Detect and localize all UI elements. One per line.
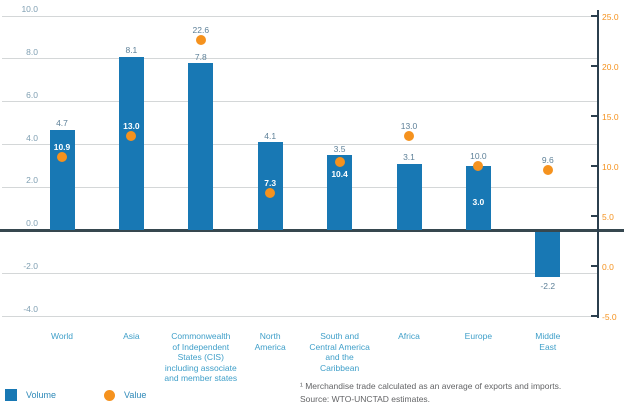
value-label-cis: 22.6 <box>192 24 210 35</box>
value-label-asia: 13.0 <box>123 120 140 131</box>
legend-value-label: Value <box>124 390 147 400</box>
right-axis-tick-25.0: 25.0 <box>602 11 619 22</box>
value-label-africa: 13.0 <box>400 120 418 131</box>
category-label-south-central-america-caribbean: South and Central America and the Caribb… <box>309 331 370 373</box>
category-label-europe: Europe <box>464 331 493 341</box>
value-label-south-central-america-caribbean: 10.4 <box>331 168 348 179</box>
category-label-africa: Africa <box>398 331 420 341</box>
category-label-cis: Commonwealth of Independent States (CIS)… <box>164 331 238 383</box>
footnote-line-2: Source: WTO-UNCTAD estimates. <box>300 393 431 404</box>
volume-swatch-icon <box>5 389 17 401</box>
right-axis-tick-0.0: 0.0 <box>602 261 614 272</box>
bar-world <box>49 129 75 231</box>
value-dot-north-america <box>265 188 276 198</box>
gridline-2.0 <box>2 186 597 188</box>
value-label-middle-east: 9.6 <box>541 154 554 165</box>
right-axis-tickmark-15.0 <box>591 115 597 117</box>
right-axis-tickmark-0.0 <box>591 265 597 267</box>
volume-label-south-central-america-caribbean: 3.5 <box>333 143 346 154</box>
value-dot-middle-east <box>542 165 553 175</box>
footnote-line-1: ¹ Merchandise trade calculated as an ave… <box>300 381 562 391</box>
footnote: ¹ Merchandise trade calculated as an ave… <box>300 380 620 405</box>
value-label-north-america: 7.3 <box>264 177 277 188</box>
volume-label-middle-east: -2.2 <box>540 281 556 292</box>
right-axis-tick-10.0: 10.0 <box>602 161 619 172</box>
right-axis-tickmark-10.0 <box>591 165 597 167</box>
value-dot-world <box>57 152 67 162</box>
left-axis-tick-4.0: 4.0 <box>26 132 38 143</box>
bar-north-america <box>257 142 283 231</box>
volume-label-africa: 3.1 <box>403 152 415 163</box>
gridline-8.0 <box>2 58 597 60</box>
volume-label-europe: 3.0 <box>472 197 485 207</box>
gridline-4.0 <box>2 144 597 146</box>
right-axis-tick-5.0: 5.0 <box>602 211 614 222</box>
category-label-asia: Asia <box>123 331 140 341</box>
value-swatch-icon <box>104 389 116 401</box>
bar-africa <box>396 163 422 231</box>
gridline--4.0 <box>2 315 597 317</box>
volume-label-cis: 7.8 <box>194 51 207 62</box>
right-axis-tickmark-20.0 <box>591 65 597 67</box>
left-axis-tick-0.0: 0.0 <box>26 218 38 229</box>
left-axis-tick-8.0: 8.0 <box>26 46 38 57</box>
right-axis-spine <box>597 10 599 318</box>
right-axis-tickmark-25.0 <box>591 15 597 17</box>
bar-europe <box>465 166 491 231</box>
bar-asia <box>118 56 144 231</box>
right-axis-tick--5.0: -5.0 <box>602 311 617 322</box>
value-dot-cis <box>195 35 206 45</box>
right-axis-tickmark--5.0 <box>591 315 597 317</box>
category-label-world: World <box>50 331 74 341</box>
value-dot-africa <box>404 131 414 141</box>
volume-label-north-america: 4.1 <box>264 130 277 141</box>
bar-cis <box>188 63 214 231</box>
value-label-europe: 10.0 <box>470 150 487 161</box>
volume-label-asia: 8.1 <box>125 45 138 56</box>
left-axis-tick--4.0: -4.0 <box>23 304 38 314</box>
zero-baseline <box>0 229 624 233</box>
gridline-10.0 <box>2 15 597 17</box>
left-axis-tick-6.0: 6.0 <box>26 89 38 100</box>
right-axis-tick-15.0: 15.0 <box>602 111 619 122</box>
value-label-world: 10.9 <box>53 141 71 152</box>
left-axis-tick-10.0: 10.0 <box>21 4 38 14</box>
gridline--2.0 <box>2 272 597 274</box>
category-label-north-america: North America <box>254 331 286 352</box>
bar-middle-east <box>535 231 561 278</box>
legend-volume-label: Volume <box>26 390 57 400</box>
right-axis-tickmark-5.0 <box>591 215 597 217</box>
volume-label-world: 4.7 <box>56 118 68 129</box>
category-label-middle-east: Middle East <box>535 331 561 352</box>
bar-south-central-america-caribbean <box>327 155 353 231</box>
gridline-6.0 <box>2 101 597 103</box>
left-axis-tick-2.0: 2.0 <box>26 175 38 186</box>
value-dot-europe <box>473 161 484 171</box>
legend: Volume Value <box>5 389 146 401</box>
left-axis-tick--2.0: -2.0 <box>23 261 38 272</box>
right-axis-tick-20.0: 20.0 <box>602 61 619 72</box>
value-dot-south-central-america-caribbean <box>334 157 345 167</box>
value-dot-asia <box>126 131 137 141</box>
